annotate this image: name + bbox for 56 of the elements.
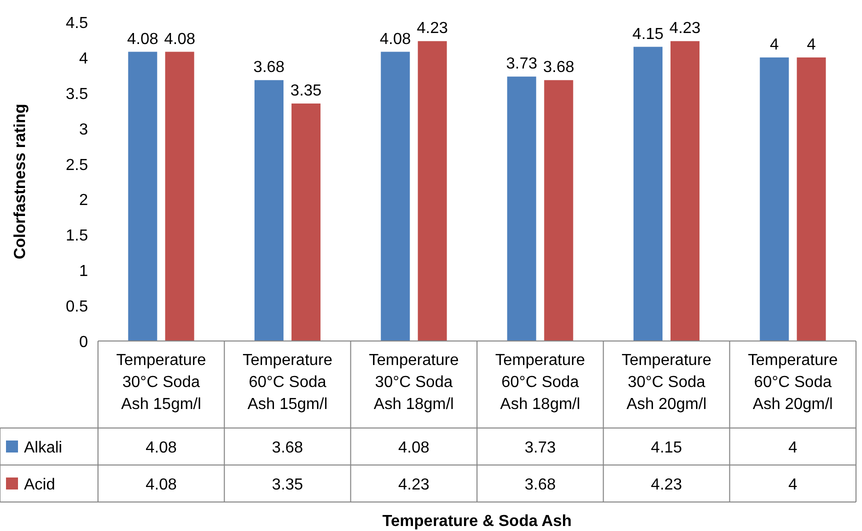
y-tick-label: 4 (79, 50, 88, 68)
bar (796, 57, 826, 341)
y-tick-label: 0 (79, 334, 88, 351)
bar (760, 57, 789, 341)
y-tick-label: 3 (79, 121, 88, 138)
bar (292, 104, 320, 341)
data-label: 3.68 (543, 59, 574, 76)
y-axis-title: Colorfastness rating (12, 104, 29, 260)
bar (507, 76, 536, 341)
text: 4 (788, 440, 798, 456)
x-tick-label: Temperature 60°C Soda Ash 18gm/l (495, 352, 586, 413)
data-label: 4.23 (416, 20, 448, 38)
text: 3.68 (272, 440, 304, 456)
y-tick-label: 0.5 (66, 298, 88, 316)
y-tick-label: 1.5 (66, 228, 88, 245)
bar (544, 80, 574, 341)
text: 4.08 (146, 440, 177, 456)
data-label: 4.15 (632, 26, 664, 43)
legend-label: Alkali (24, 440, 62, 456)
y-tick-label: 4.5 (66, 15, 88, 32)
text: 4.23 (398, 476, 430, 494)
data-label: 4.23 (669, 20, 701, 38)
data-label: 4.08 (164, 30, 196, 48)
bar (254, 80, 284, 341)
text: 4.23 (650, 476, 682, 494)
bar (670, 41, 700, 341)
text: 4.15 (650, 440, 682, 456)
data-label: 4.08 (127, 30, 158, 48)
x-tick-label: Temperature 60°C Soda Ash 20gm/l (748, 352, 838, 413)
data-label: 4 (806, 36, 816, 54)
x-tick-label: Temperature 60°C Soda Ash 15gm/l (242, 352, 333, 413)
bar (128, 52, 158, 341)
x-tick-label: Temperature 30°C Soda Ash 20gm/l (622, 352, 712, 413)
text: Temperature & Soda Ash (382, 513, 572, 530)
data-label: 3.73 (506, 56, 538, 73)
text: 4.08 (146, 476, 177, 494)
y-tick-label: 2 (79, 192, 88, 210)
legend-label: Acid (24, 476, 56, 494)
text: 3.68 (524, 476, 556, 494)
bar (165, 52, 194, 341)
y-tick-label: 2.5 (66, 156, 88, 174)
data-label: 4.08 (380, 30, 412, 48)
text: 4.08 (398, 440, 430, 456)
bar (634, 46, 662, 341)
bar (418, 41, 447, 341)
y-tick-label: 3.5 (66, 86, 88, 103)
data-label: 4 (770, 36, 779, 54)
data-label: 3.68 (253, 59, 285, 76)
text: 3.35 (272, 476, 304, 494)
data-label: 3.35 (290, 82, 322, 100)
text: 3.73 (524, 440, 556, 456)
text: 4 (788, 476, 798, 494)
x-tick-label: Temperature 30°C Soda Ash 18gm/l (368, 352, 459, 413)
bar (380, 52, 410, 341)
y-tick-label: 1 (79, 263, 88, 280)
x-tick-label: Temperature 30°C Soda Ash 15gm/l (116, 352, 206, 413)
